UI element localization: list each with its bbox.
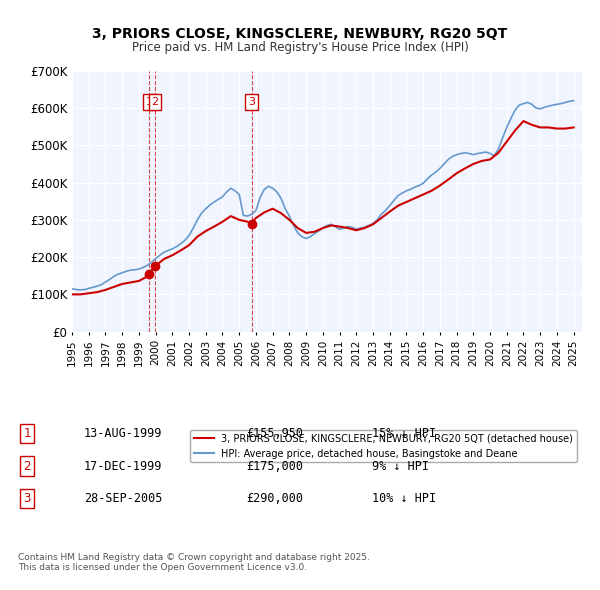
Text: £155,950: £155,950	[246, 427, 303, 440]
HPI: Average price, detached house, Basingstoke and Deane: (2e+03, 1.62e+05): Average price, detached house, Basingsto…	[123, 268, 130, 275]
Text: 1: 1	[23, 427, 31, 440]
HPI: Average price, detached house, Basingstoke and Deane: (2e+03, 1.12e+05): Average price, detached house, Basingsto…	[77, 286, 84, 293]
3, PRIORS CLOSE, KINGSCLERE, NEWBURY, RG20 5QT (detached house)	[202, 228, 209, 235]
Text: 2: 2	[151, 97, 158, 107]
3, PRIORS CLOSE, KINGSCLERE, NEWBURY, RG20 5QT (detached house)	[68, 291, 76, 298]
Text: 28-SEP-2005: 28-SEP-2005	[84, 492, 163, 505]
3, PRIORS CLOSE, KINGSCLERE, NEWBURY, RG20 5QT (detached house)	[562, 125, 569, 132]
Text: Contains HM Land Registry data © Crown copyright and database right 2025.
This d: Contains HM Land Registry data © Crown c…	[18, 553, 370, 572]
Text: 2: 2	[23, 460, 31, 473]
Text: 13-AUG-1999: 13-AUG-1999	[84, 427, 163, 440]
Line: HPI: Average price, detached house, Basingstoke and Deane: HPI: Average price, detached house, Basi…	[72, 101, 574, 290]
Text: 15% ↓ HPI: 15% ↓ HPI	[372, 427, 436, 440]
Text: 1: 1	[146, 97, 153, 107]
HPI: Average price, detached house, Basingstoke and Deane: (2e+03, 1.15e+05): Average price, detached house, Basingsto…	[68, 285, 76, 292]
3, PRIORS CLOSE, KINGSCLERE, NEWBURY, RG20 5QT (detached house)	[570, 124, 577, 131]
Text: £290,000: £290,000	[246, 492, 303, 505]
HPI: Average price, detached house, Basingstoke and Deane: (2e+03, 2.78e+05): Average price, detached house, Basingsto…	[190, 225, 197, 232]
3, PRIORS CLOSE, KINGSCLERE, NEWBURY, RG20 5QT (detached house)	[219, 218, 226, 225]
Text: 3: 3	[23, 492, 31, 505]
HPI: Average price, detached house, Basingstoke and Deane: (2.01e+03, 3.38e+05): Average price, detached house, Basingsto…	[386, 202, 394, 209]
3, PRIORS CLOSE, KINGSCLERE, NEWBURY, RG20 5QT (detached house)	[311, 228, 318, 235]
Text: Price paid vs. HM Land Registry's House Price Index (HPI): Price paid vs. HM Land Registry's House …	[131, 41, 469, 54]
3, PRIORS CLOSE, KINGSCLERE, NEWBURY, RG20 5QT (detached house)	[520, 117, 527, 124]
Text: 9% ↓ HPI: 9% ↓ HPI	[372, 460, 429, 473]
HPI: Average price, detached house, Basingstoke and Deane: (2.02e+03, 6.02e+05): Average price, detached house, Basingsto…	[541, 104, 548, 111]
3, PRIORS CLOSE, KINGSCLERE, NEWBURY, RG20 5QT (detached house)	[294, 225, 301, 232]
HPI: Average price, detached house, Basingstoke and Deane: (2.01e+03, 3.1e+05): Average price, detached house, Basingsto…	[286, 212, 293, 219]
Text: 3: 3	[248, 97, 255, 107]
3, PRIORS CLOSE, KINGSCLERE, NEWBURY, RG20 5QT (detached house)	[411, 195, 418, 202]
Text: £175,000: £175,000	[246, 460, 303, 473]
Legend: 3, PRIORS CLOSE, KINGSCLERE, NEWBURY, RG20 5QT (detached house), HPI: Average pr: 3, PRIORS CLOSE, KINGSCLERE, NEWBURY, RG…	[190, 430, 577, 463]
HPI: Average price, detached house, Basingstoke and Deane: (2.02e+03, 3.88e+05): Average price, detached house, Basingsto…	[411, 183, 418, 191]
Text: 3, PRIORS CLOSE, KINGSCLERE, NEWBURY, RG20 5QT: 3, PRIORS CLOSE, KINGSCLERE, NEWBURY, RG…	[92, 27, 508, 41]
HPI: Average price, detached house, Basingstoke and Deane: (2.02e+03, 6.2e+05): Average price, detached house, Basingsto…	[570, 97, 577, 104]
Text: 17-DEC-1999: 17-DEC-1999	[84, 460, 163, 473]
Text: 10% ↓ HPI: 10% ↓ HPI	[372, 492, 436, 505]
Line: 3, PRIORS CLOSE, KINGSCLERE, NEWBURY, RG20 5QT (detached house): 3, PRIORS CLOSE, KINGSCLERE, NEWBURY, RG…	[72, 121, 574, 294]
